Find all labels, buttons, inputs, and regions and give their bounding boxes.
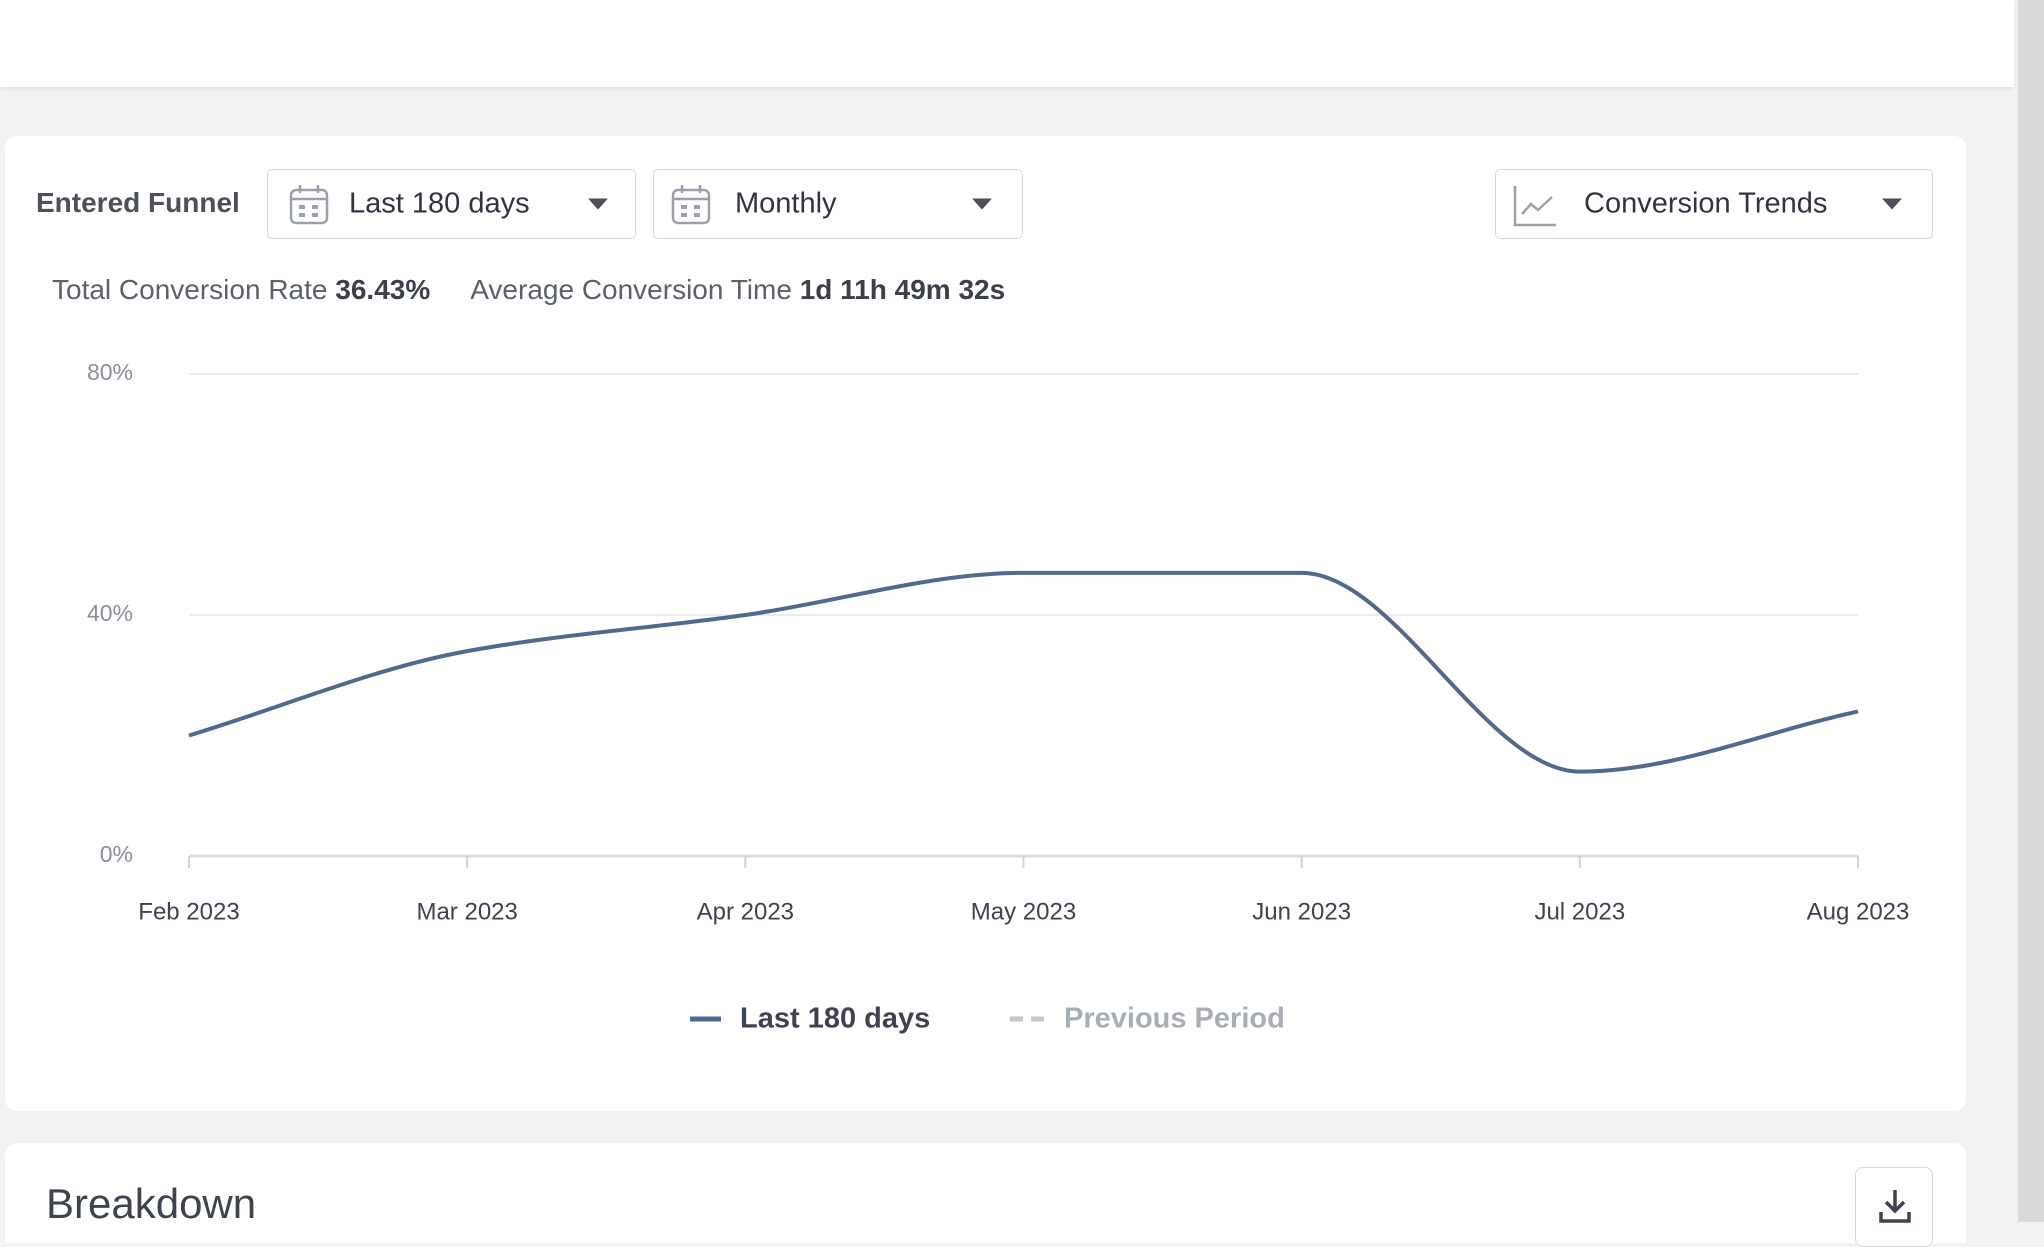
interval-dropdown[interactable]: Monthly xyxy=(653,169,1023,239)
rate-value: 36.43% xyxy=(335,274,431,305)
x-tick-label: Jun 2023 xyxy=(1252,898,1351,925)
rate-label: Total Conversion Rate xyxy=(52,274,328,305)
view-text: Conversion Trends xyxy=(1584,187,1828,220)
x-tick-label: Apr 2023 xyxy=(697,898,794,925)
series-line xyxy=(188,570,1859,774)
top-bar xyxy=(0,0,2014,87)
x-tick-label: May 2023 xyxy=(971,898,1076,925)
stats: Total Conversion Rate 36.43% Average Con… xyxy=(52,274,1005,306)
chart: 0% 40% 80% Feb 2023 Mar 2023 Apr 2023 May 2023… xyxy=(87,359,1910,1035)
x-tick-label: Mar 2023 xyxy=(416,898,517,925)
download-button[interactable] xyxy=(1855,1167,1933,1247)
y-tick-label: 0% xyxy=(100,841,133,867)
scrollbar xyxy=(2018,0,2044,1222)
funnel-label: Entered Funnel xyxy=(36,187,240,218)
x-tick-label: Aug 2023 xyxy=(1807,898,1910,925)
x-tick-label: Jul 2023 xyxy=(1534,898,1625,925)
caret xyxy=(588,198,608,210)
time-label: Average Conversion Time xyxy=(470,274,792,305)
caret xyxy=(972,198,992,210)
y-tick-label: 80% xyxy=(87,359,133,385)
caret xyxy=(1882,198,1902,210)
x-tick-label: Feb 2023 xyxy=(138,898,239,925)
breakdown-title: Breakdown xyxy=(46,1180,257,1227)
time-value: 1d 11h 49m 32s xyxy=(799,274,1006,305)
range-text: Last 180 days xyxy=(349,187,530,220)
view-dropdown[interactable]: Conversion Trends xyxy=(1495,169,1933,239)
calendar-icon xyxy=(289,185,329,225)
range-dropdown[interactable]: Last 180 days xyxy=(267,169,636,239)
legend-label: Previous Period xyxy=(1064,1003,1285,1035)
interval-text: Monthly xyxy=(735,187,837,220)
download-icon xyxy=(1879,1190,1911,1223)
legend-label: Last 180 days xyxy=(740,1003,930,1035)
y-tick-label: 40% xyxy=(87,600,133,626)
chart-card xyxy=(5,136,1966,1111)
chart-icon xyxy=(1513,186,1556,227)
calendar-icon xyxy=(671,185,711,225)
